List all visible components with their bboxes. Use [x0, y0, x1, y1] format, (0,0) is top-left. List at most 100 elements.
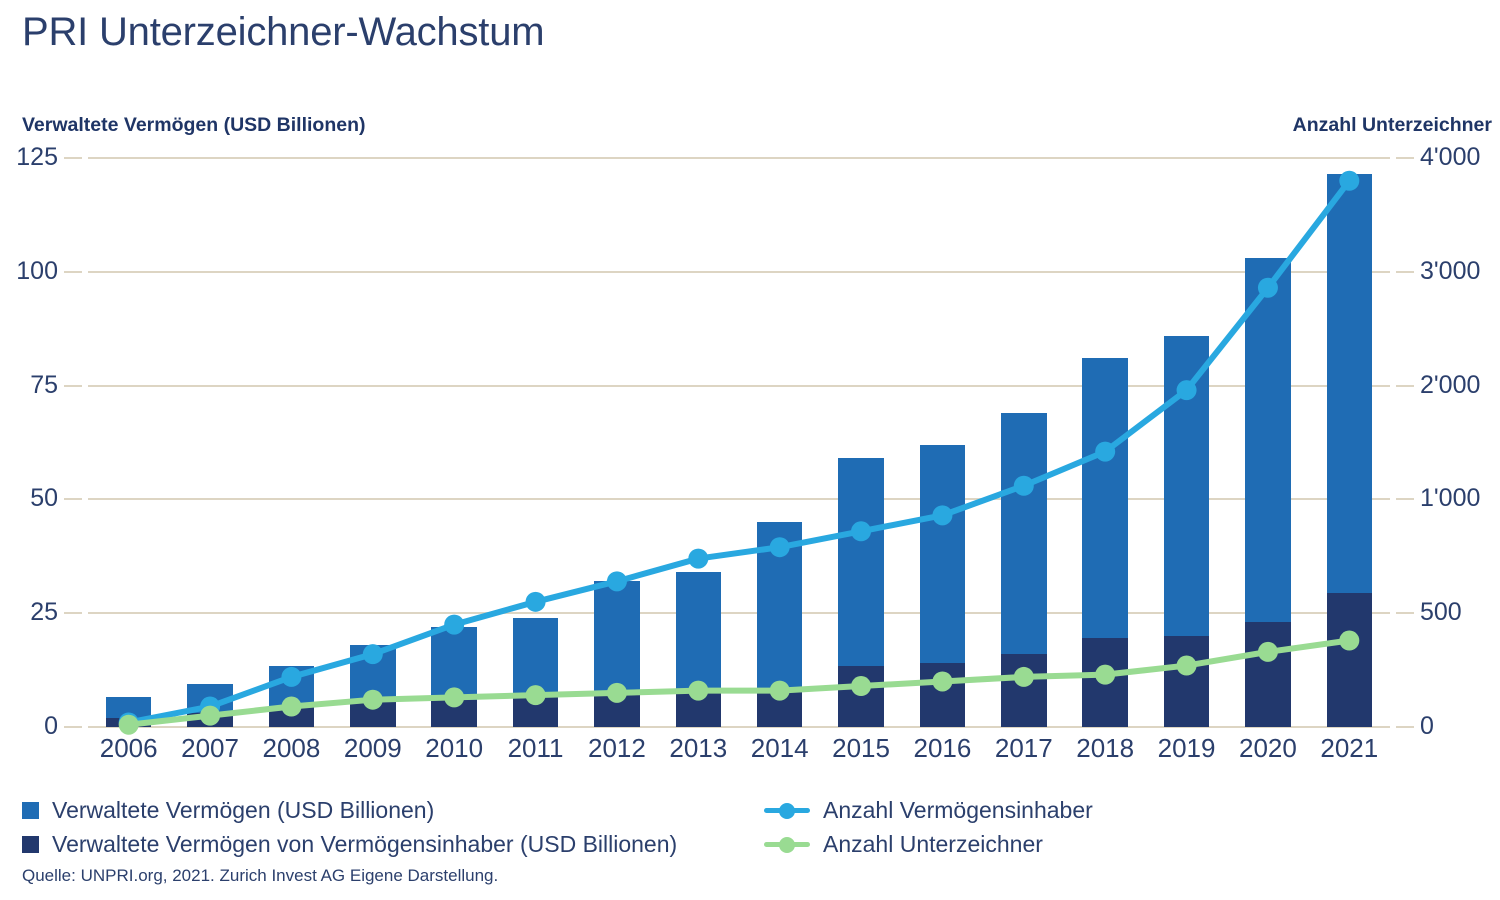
- y-axis-label-left: 125: [16, 143, 58, 171]
- y-axis-tick-right: [1396, 498, 1414, 501]
- data-point-marker[interactable]: [1339, 630, 1360, 651]
- x-axis-labels: 2006 2007 2008 2009 2010 2011 2012 2013 2014 2015…: [88, 733, 1390, 773]
- left-axis-caption: Verwaltete Vermögen (USD Billionen): [22, 114, 366, 136]
- data-point-marker[interactable]: [606, 571, 627, 592]
- data-point-marker[interactable]: [769, 680, 790, 701]
- y-axis-label-left: 75: [30, 370, 58, 399]
- y-axis-tick-right: [1396, 726, 1414, 728]
- x-axis-label: 2006: [99, 733, 158, 763]
- data-point-marker[interactable]: [525, 591, 546, 612]
- data-point-marker[interactable]: [851, 676, 872, 697]
- data-point-marker[interactable]: [362, 689, 383, 710]
- bar-segment-asset-owner-aum[interactable]: [268, 706, 315, 727]
- legend-item[interactable]: Verwaltete Vermögen von Vermögensinhaber…: [22, 829, 677, 859]
- bar-segment-asset-owner-aum[interactable]: [1245, 622, 1291, 727]
- data-point-marker[interactable]: [1257, 277, 1278, 298]
- data-point-marker[interactable]: [118, 714, 139, 735]
- y-axis-tick-right: [1396, 384, 1414, 387]
- x-axis-label: 2013: [669, 733, 728, 763]
- y-axis-label-right: 1'000: [1420, 484, 1481, 513]
- bar-segment-asset-owner-aum[interactable]: [1326, 592, 1373, 727]
- legend-item-label: Verwaltete Vermögen von Vermögensinhaber…: [52, 830, 678, 857]
- data-point-marker[interactable]: [362, 644, 383, 665]
- x-axis-label: 2016: [913, 733, 972, 763]
- line-path: [125, 637, 1353, 728]
- y-axis-label-right: 4'000: [1420, 143, 1481, 171]
- gridline: [88, 612, 1390, 615]
- data-point-marker[interactable]: [851, 521, 872, 542]
- data-point-marker[interactable]: [1013, 475, 1034, 496]
- y-axis-tick-right: [1396, 270, 1414, 273]
- data-point-marker[interactable]: [281, 666, 302, 687]
- gridline: [88, 270, 1390, 273]
- data-point-marker[interactable]: [444, 687, 465, 708]
- data-point-marker[interactable]: [932, 671, 953, 692]
- data-point-marker[interactable]: [444, 614, 465, 635]
- y-axis-tick-left: [64, 612, 82, 615]
- y-axis-tick-left: [64, 384, 82, 387]
- data-point-marker[interactable]: [1013, 666, 1034, 687]
- legend-item[interactable]: Anzahl Vermögensinhaber: [764, 795, 1093, 825]
- data-point-marker[interactable]: [688, 548, 709, 569]
- gridline: [88, 726, 1390, 728]
- chart-plot-area: 0 0 25 500 50 1'000 75 2'000 100 3'000 125 4'000: [16, 145, 1480, 739]
- legend-item[interactable]: Verwaltete Vermögen (USD Billionen): [22, 795, 677, 825]
- x-axis-label: 2012: [588, 733, 646, 763]
- legend-column-bars: Verwaltete Vermögen (USD Billionen) Verwa…: [22, 795, 677, 863]
- x-axis-label: 2018: [1076, 733, 1135, 763]
- data-point-marker[interactable]: [1257, 641, 1278, 662]
- bar-column[interactable]: [431, 158, 477, 727]
- data-point-marker[interactable]: [1339, 170, 1360, 191]
- x-axis-label: 2011: [507, 733, 564, 763]
- legend-item-label: Anzahl Vermögensinhaber: [823, 796, 1093, 823]
- bar-segment-asset-owner-aum[interactable]: [1001, 654, 1047, 727]
- data-point-marker[interactable]: [1095, 664, 1116, 685]
- gridline: [88, 157, 1390, 159]
- data-point-marker[interactable]: [1095, 441, 1116, 462]
- data-point-marker[interactable]: [688, 680, 709, 701]
- x-axis-label: 2007: [181, 733, 239, 763]
- legend-swatch-line-dot-icon: [764, 835, 810, 853]
- y-axis-tick-right: [1396, 157, 1414, 159]
- line-series-asset-owners: [118, 170, 1360, 733]
- y-axis-label-left: 0: [44, 712, 58, 740]
- data-point-marker[interactable]: [769, 537, 790, 558]
- bar-column[interactable]: [1082, 158, 1128, 727]
- right-axis-caption: Anzahl Unterzeichner: [1292, 114, 1492, 136]
- data-point-marker[interactable]: [1176, 655, 1197, 676]
- y-axis-label-left: 100: [16, 256, 58, 285]
- y-axis-label-right: 0: [1420, 712, 1434, 740]
- data-point-marker[interactable]: [525, 685, 546, 706]
- y-axis-label-right: 500: [1420, 598, 1462, 627]
- data-point-marker[interactable]: [281, 696, 302, 717]
- y-axis-tick-left: [64, 726, 82, 728]
- y-axis-label-right: 2'000: [1420, 370, 1481, 399]
- y-axis-tick-right: [1396, 612, 1414, 615]
- x-axis-label: 2015: [832, 733, 890, 763]
- legend-swatch-line-dot-icon: [764, 801, 810, 819]
- line-series-signatories: [118, 630, 1360, 735]
- y-axis-label-left: 50: [30, 484, 58, 513]
- data-point-marker[interactable]: [606, 682, 627, 703]
- bar-segment-asset-owner-aum[interactable]: [838, 665, 884, 727]
- data-point-marker[interactable]: [1176, 380, 1197, 401]
- x-axis-label: 2017: [994, 733, 1053, 763]
- x-axis-label: 2014: [750, 733, 809, 763]
- legend-item[interactable]: Anzahl Unterzeichner: [764, 829, 1093, 859]
- legend-swatch-square-icon: [22, 835, 39, 853]
- data-point-marker[interactable]: [932, 505, 953, 526]
- y-axis-label-left: 25: [30, 598, 58, 627]
- x-axis-label: 2009: [343, 733, 402, 763]
- bar-segment-asset-owner-aum[interactable]: [1163, 635, 1210, 727]
- bar-column[interactable]: [675, 158, 722, 727]
- x-axis-label: 2008: [262, 733, 321, 763]
- x-axis-label: 2020: [1239, 733, 1297, 763]
- y-axis-tick-left: [64, 498, 82, 501]
- x-axis-label: 2019: [1157, 733, 1216, 763]
- x-axis-label: 2010: [425, 733, 484, 763]
- data-point-marker[interactable]: [200, 705, 221, 726]
- line-series: [118, 170, 1360, 735]
- legend-item-label: Anzahl Unterzeichner: [823, 830, 1043, 857]
- x-axis-label: 2021: [1320, 733, 1379, 763]
